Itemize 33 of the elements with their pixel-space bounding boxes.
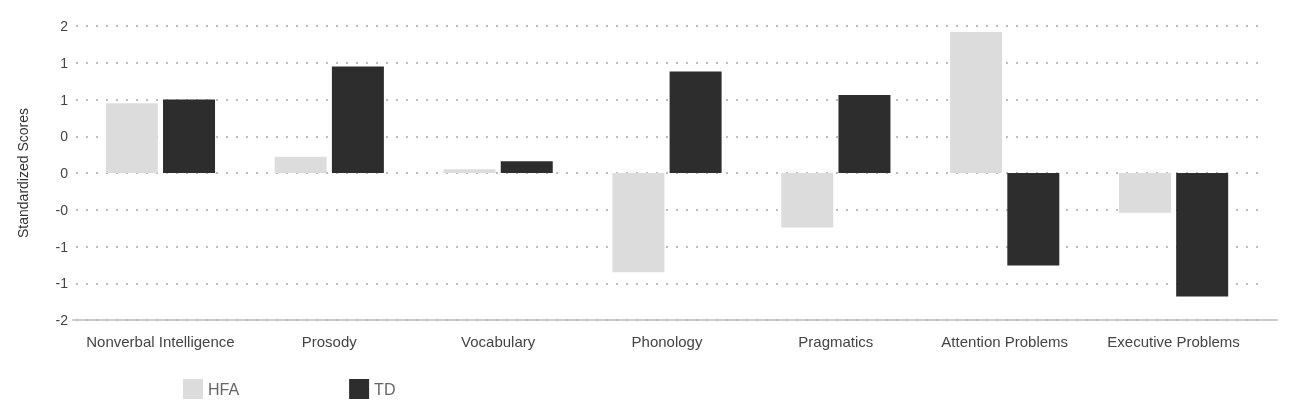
bar	[1176, 173, 1229, 297]
y-axis-title: Standardized Scores	[15, 108, 31, 238]
bar	[669, 71, 722, 173]
bar	[781, 173, 834, 228]
bar	[105, 103, 158, 173]
y-tick-label: 1	[60, 91, 69, 108]
y-tick-label: 1	[60, 54, 69, 71]
bar	[331, 66, 384, 173]
bar	[950, 31, 1003, 173]
bar	[163, 99, 216, 173]
y-tick-label: -1	[55, 275, 69, 292]
y-tick-label: -1	[55, 238, 69, 255]
bar	[443, 169, 496, 173]
y-tick-label: -2	[55, 312, 69, 328]
x-tick-label: Attention Problems	[941, 333, 1069, 350]
x-tick-label: Pragmatics	[798, 333, 874, 350]
y-tick-label: 0	[60, 128, 69, 145]
x-tick-label: Nonverbal Intelligence	[86, 333, 235, 350]
bar	[1118, 173, 1171, 213]
bar	[1007, 173, 1060, 266]
bar	[274, 156, 327, 173]
bar	[612, 173, 665, 273]
bar	[838, 95, 891, 173]
x-tick-label: Prosody	[301, 333, 358, 350]
x-tick-label: Vocabulary	[461, 333, 536, 350]
bar	[500, 161, 553, 173]
x-tick-label: Executive Problems	[1107, 333, 1240, 350]
y-tick-label: 2	[60, 18, 69, 34]
y-tick-label: -0	[55, 201, 69, 218]
legend-label: TD	[374, 380, 396, 398]
x-tick-label: Phonology	[631, 333, 703, 350]
y-tick-label: 0	[60, 165, 69, 181]
legend-label: HFA	[208, 380, 240, 398]
